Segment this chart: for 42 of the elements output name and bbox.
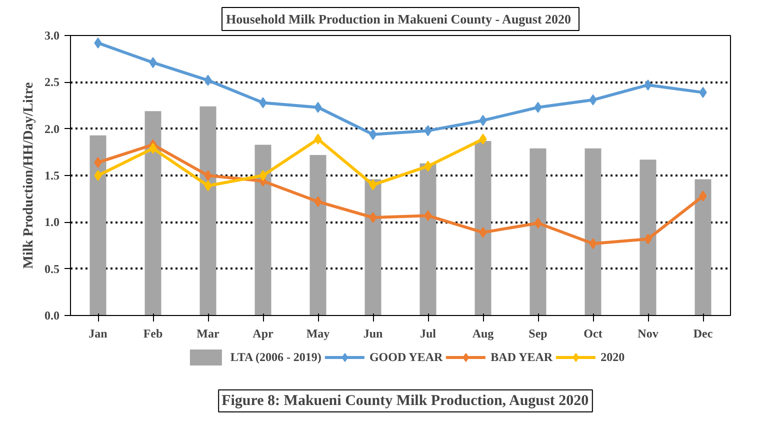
chart-title: Household Milk Production in Makueni County - August 2020 [226,12,572,26]
x-tick-label: Nov [638,326,658,340]
x-tick-label: Jan [88,326,108,340]
x-tick-label: Apr [252,326,274,340]
bar [200,106,216,316]
y-tick-label: 1.5 [44,168,60,182]
legend-label: 2020 [600,350,625,364]
legend-label: BAD YEAR [490,350,553,364]
y-tick-label: 0.5 [44,262,60,276]
bar [420,163,436,316]
bar [530,148,546,316]
bar [364,179,382,316]
bar [90,135,106,316]
y-axis-title: Milk Production/HH/Day/Litre [22,82,36,269]
bar [254,144,272,316]
point [94,170,102,181]
x-tick-label: Feb [143,326,163,340]
x-tick-label: Dec [693,326,714,340]
bar [584,148,602,316]
point [259,170,267,181]
bar [640,160,656,316]
x-tick-label: May [306,326,330,340]
y-tick-label: 3.0 [44,28,60,42]
x-tick-label: Sep [528,326,548,340]
y-tick-label: 0.0 [44,308,60,322]
bar [474,140,492,316]
caption: Figure 8: Makueni County Milk Production, August 2020 [222,392,589,409]
bar [144,111,162,316]
point [204,170,212,181]
bar [310,154,326,316]
x-tick-label: Jun [363,326,383,340]
legend-label: GOOD YEAR [369,350,443,364]
bar [694,179,712,316]
y-tick-label: 1.0 [44,215,60,230]
x-tick-label: Jul [420,326,437,340]
x-tick-label: Aug [472,326,494,340]
y-tick-label: 2.0 [44,122,60,136]
x-tick-label: Mar [196,326,220,340]
y-tick-label: 2.5 [44,75,60,90]
point [369,212,377,223]
x-tick-label: Oct [584,326,602,340]
legend-label: LTA (2006 - 2019) [230,350,322,364]
